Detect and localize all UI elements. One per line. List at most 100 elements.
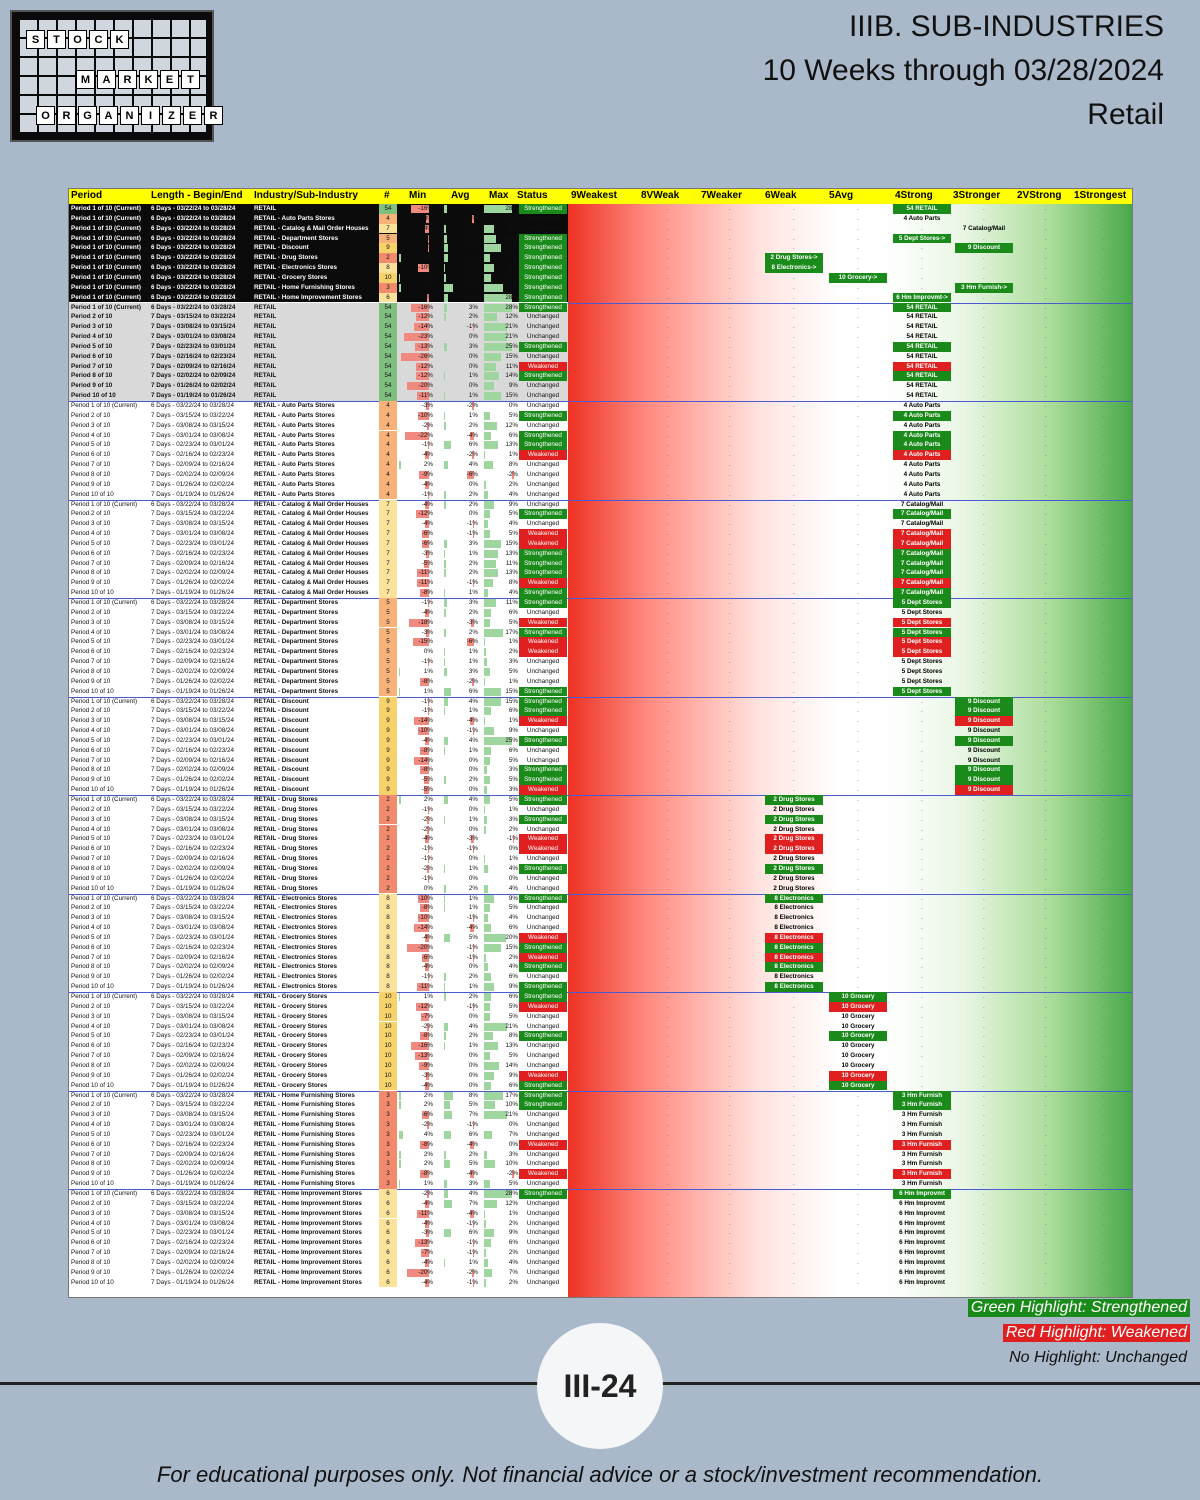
count-cell: 10	[379, 1011, 397, 1022]
length-cell: 7 Days - 01/26/24 to 02/02/24	[151, 1071, 234, 1079]
strength-position: 7 Catalog/Mail	[893, 568, 951, 579]
table-row: Period 8 of 10 7 Days - 02/02/24 to 02/09…	[69, 371, 1105, 382]
placeholder-dot: .	[793, 461, 795, 469]
placeholder-dot: .	[1045, 648, 1047, 656]
avg-cell: 2%	[468, 1150, 478, 1158]
max-cell: 1%	[508, 855, 518, 863]
max-cell: 3%	[508, 786, 518, 794]
placeholder-dot: .	[1045, 983, 1047, 991]
status-badge: Weakened	[519, 529, 567, 539]
placeholder-dot: .	[667, 1219, 669, 1227]
period-cell: Period 1 of 10 (Current)	[71, 500, 138, 508]
avg-bar	[444, 983, 446, 992]
status-badge: Strengthened	[519, 588, 567, 598]
count-cell: 7	[379, 509, 397, 520]
avg-cell: 1%	[468, 589, 478, 597]
status-badge: Strengthened	[519, 992, 567, 1002]
placeholder-dot: .	[793, 244, 795, 252]
logo-letter: E	[183, 106, 202, 125]
min-bar	[415, 510, 429, 519]
column-header: Length - Begin/End	[151, 190, 243, 201]
table-row: Period 10 of 10 7 Days - 01/19/24 to 01/2…	[69, 883, 1132, 894]
length-cell: 7 Days - 03/15/24 to 03/22/24	[151, 510, 234, 518]
status-badge: Strengthened	[519, 233, 567, 244]
placeholder-dot: .	[599, 884, 601, 892]
min-bar	[424, 1258, 429, 1267]
status-badge: Weakened	[519, 578, 567, 589]
placeholder-dot: .	[983, 599, 985, 606]
placeholder-dot: .	[1045, 1180, 1047, 1188]
count-cell: 9	[379, 735, 397, 746]
max-bar	[484, 599, 497, 607]
industry-cell: RETAIL - Home Furnishing Stores	[254, 1160, 355, 1168]
max-bar	[484, 372, 500, 381]
max-bar	[484, 333, 508, 342]
avg-bar	[471, 677, 474, 686]
placeholder-dot: .	[1103, 530, 1105, 538]
placeholder-dot: .	[599, 1101, 601, 1109]
industry-cell: RETAIL - Catalog & Mail Order Houses	[254, 520, 369, 528]
placeholder-dot: .	[857, 786, 859, 794]
count-cell: 7	[379, 588, 397, 598]
min-cell: -4%	[421, 835, 433, 843]
min-bar	[427, 658, 429, 667]
min-bar	[427, 973, 429, 982]
placeholder-dot: .	[921, 1278, 923, 1286]
max-cell: 5%	[508, 411, 518, 419]
max-cell: 13%	[505, 549, 518, 557]
period-cell: Period 1 of 10 (Current)	[71, 224, 141, 232]
max-cell: 1%	[508, 451, 518, 459]
placeholder-dot: .	[983, 451, 985, 459]
placeholder-dot: .	[983, 983, 985, 991]
industry-cell: RETAIL - Drug Stores	[254, 874, 318, 882]
placeholder-dot: .	[983, 756, 985, 764]
placeholder-dot: .	[857, 579, 859, 587]
length-cell: 7 Days - 03/15/24 to 03/22/24	[151, 1199, 234, 1207]
placeholder-dot: .	[983, 855, 985, 863]
max-cell: 7%	[508, 1130, 518, 1138]
table-row: Period 10 of 10 7 Days - 01/19/24 to 01/2…	[69, 1277, 1132, 1288]
placeholder-dot: .	[729, 786, 731, 794]
placeholder-dot: .	[729, 707, 731, 715]
period-cell: Period 1 of 10 (Current)	[71, 293, 141, 301]
min-bar	[399, 1091, 402, 1100]
status-badge: Unchanged	[526, 805, 560, 813]
placeholder-dot: .	[983, 953, 985, 961]
avg-cell: -1%	[466, 1278, 478, 1286]
strength-position: 7 Catalog/Mail	[893, 538, 951, 549]
avg-cell: 0%	[468, 855, 478, 863]
placeholder-dot: .	[599, 963, 601, 971]
table-row: Period 3 of 10 7 Days - 03/08/24 to 03/15…	[69, 814, 1132, 825]
max-bar	[484, 894, 494, 903]
length-cell: 6 Days - 03/22/24 to 03/28/24	[151, 1190, 234, 1197]
placeholder-dot: .	[729, 667, 731, 675]
max-bar	[484, 500, 494, 509]
placeholder-dot: .	[857, 1199, 859, 1207]
placeholder-dot: .	[857, 1278, 859, 1286]
placeholder-dot: .	[983, 1032, 985, 1040]
min-cell: -1%	[421, 874, 433, 882]
avg-cell: 2%	[468, 776, 478, 784]
placeholder-dot: .	[1103, 1180, 1105, 1188]
placeholder-dot: .	[983, 864, 985, 872]
table-row: Period 3 of 10 7 Days - 03/08/24 to 03/15…	[69, 1110, 1132, 1120]
placeholder-dot: .	[667, 293, 669, 301]
placeholder-dot: .	[857, 1268, 859, 1276]
placeholder-dot: .	[599, 569, 601, 577]
placeholder-dot: .	[857, 1249, 859, 1257]
placeholder-dot: .	[857, 1160, 859, 1168]
placeholder-dot: .	[667, 658, 669, 666]
placeholder-dot: .	[793, 293, 795, 301]
industry-cell: RETAIL - Electronics Stores	[254, 264, 338, 272]
strength-position: 7 Catalog/Mail	[893, 578, 951, 589]
placeholder-dot: .	[983, 1258, 985, 1266]
min-bar	[425, 402, 429, 410]
industry-cell: RETAIL - Home Furnishing Stores	[254, 1111, 355, 1119]
min-bar	[419, 470, 429, 479]
placeholder-dot: .	[857, 530, 859, 538]
placeholder-dot: .	[1045, 864, 1047, 872]
max-cell: 5%	[508, 510, 518, 518]
length-cell: 7 Days - 02/16/24 to 02/23/24	[151, 549, 234, 557]
placeholder-dot: .	[729, 845, 731, 853]
max-cell: 6%	[508, 431, 518, 439]
